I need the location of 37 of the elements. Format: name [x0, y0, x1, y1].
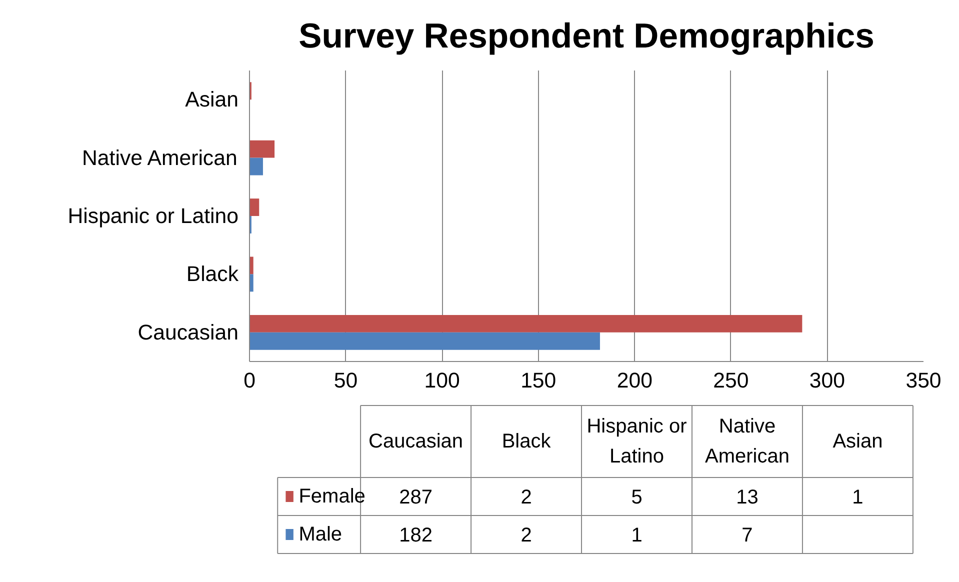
bar	[250, 198, 260, 216]
data-label: 2	[520, 486, 532, 508]
data-label: 287	[399, 486, 432, 508]
x-tick-label: 250	[713, 368, 749, 392]
x-tick-label: 150	[520, 368, 556, 392]
x-tick-label: 200	[616, 368, 653, 392]
bar	[250, 274, 254, 292]
y-tick-label: Caucasian	[138, 320, 239, 344]
data-label: 5	[631, 486, 642, 508]
y-tick-label: Black	[186, 262, 239, 286]
bar	[250, 256, 254, 274]
x-tick-label: 350	[906, 368, 942, 392]
category-label: Native American	[705, 416, 790, 468]
category-label: Hispanic or Latino	[586, 416, 688, 468]
chart-title: Survey Respondent Demographics	[298, 18, 874, 56]
data-label: 13	[736, 486, 758, 508]
bar	[250, 140, 275, 158]
bar	[250, 314, 802, 332]
data-label: 7	[742, 524, 753, 546]
y-tick-label: Asian	[185, 88, 239, 112]
legend-label: Female	[298, 486, 366, 508]
data-label: 1	[631, 524, 642, 546]
category-label: Black	[502, 430, 552, 452]
x-tick-label: 100	[424, 368, 460, 392]
category-label: Caucasian	[368, 430, 464, 452]
legend-label: Male	[298, 524, 342, 546]
y-tick-label: Native American	[82, 146, 238, 170]
data-label: 2	[520, 524, 532, 546]
x-tick-label: 50	[334, 368, 358, 392]
x-tick-label: 0	[244, 368, 256, 392]
category-label: Asian	[832, 430, 883, 452]
bar	[250, 158, 263, 176]
bar	[250, 332, 600, 350]
x-tick-label: 300	[809, 368, 846, 392]
y-tick-label: Hispanic or Latino	[68, 204, 239, 228]
data-label: 1	[852, 486, 864, 508]
data-label: 182	[399, 524, 432, 546]
